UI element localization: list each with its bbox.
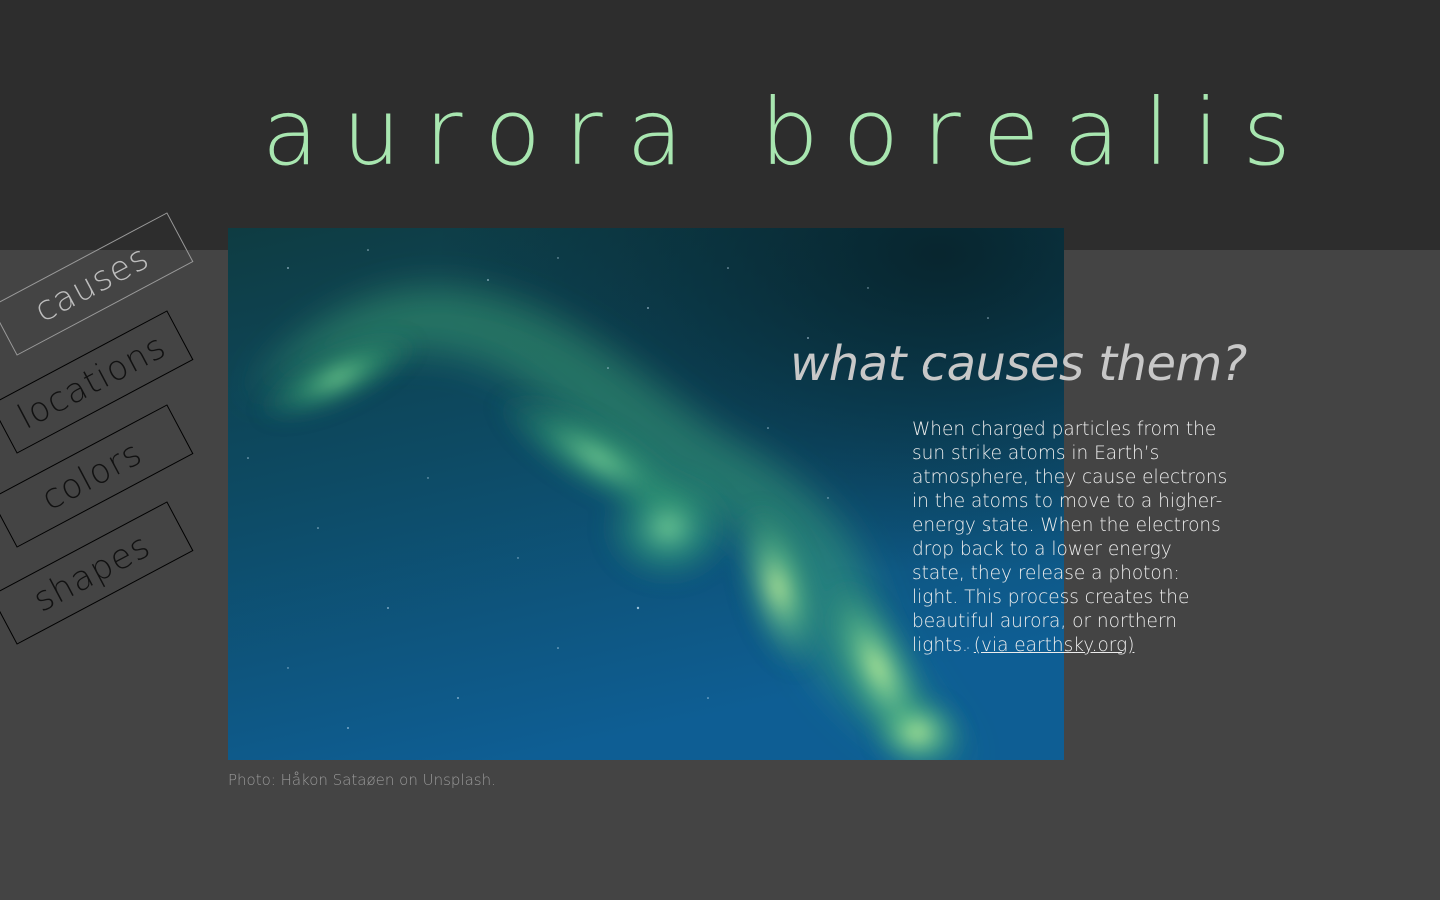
nav-label-colors: colors	[35, 433, 149, 519]
nav-label-causes: causes	[28, 237, 156, 331]
header-band: aurora borealis	[0, 0, 1440, 250]
section-heading: what causes them?	[790, 336, 1247, 392]
site-title: aurora borealis	[262, 79, 1315, 186]
section-body: When charged particles from the sun stri…	[912, 418, 1230, 658]
nav-label-shapes: shapes	[26, 525, 158, 621]
section-body-text: When charged particles from the sun stri…	[912, 419, 1228, 656]
aurora-photo	[228, 228, 1064, 760]
source-link[interactable]: (via earthsky.org)	[973, 635, 1135, 656]
photo-caption: Photo: Håkon Sataøen on Unsplash.	[228, 771, 496, 789]
